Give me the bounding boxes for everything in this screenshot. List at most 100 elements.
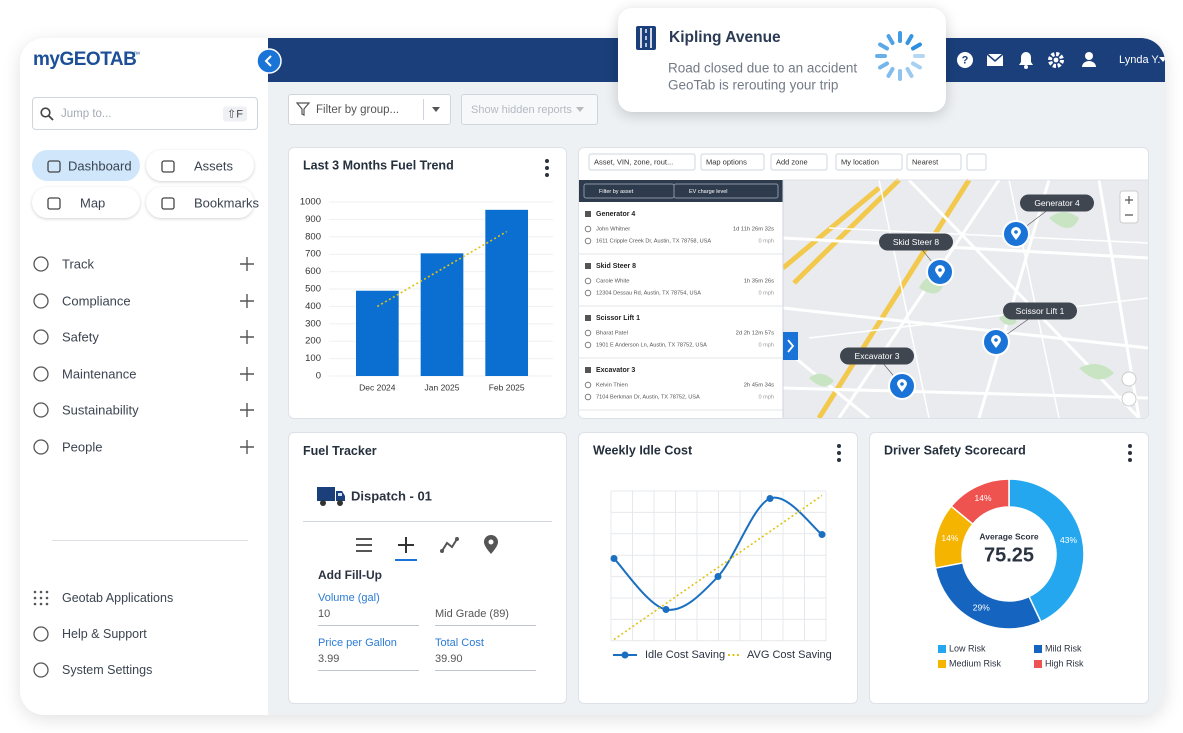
menu-dot[interactable] <box>1128 444 1132 448</box>
panel-title: Fuel Tracker <box>303 444 377 458</box>
footer-link[interactable]: Help & Support <box>62 627 147 641</box>
zoom-control[interactable] <box>1119 190 1139 224</box>
icon-dot <box>39 602 43 606</box>
collapse-button[interactable] <box>256 48 282 74</box>
toolbar-button[interactable] <box>588 153 696 171</box>
footer-link[interactable]: Geotab Applications <box>62 591 174 605</box>
toolbar-button[interactable] <box>906 153 962 171</box>
slice-label: 14% <box>941 533 958 543</box>
group-filter-text: Filter by group... <box>316 104 400 116</box>
expand-icon[interactable] <box>240 403 254 417</box>
legend-label: AVG Cost Saving <box>747 649 832 661</box>
asset-icon <box>585 367 591 373</box>
icon-dot <box>39 596 43 600</box>
menu-dot[interactable] <box>837 458 841 462</box>
menu-dot[interactable] <box>545 159 549 163</box>
icon-shape <box>33 662 49 678</box>
asset-icon <box>585 263 591 269</box>
y-tick-label: 300 <box>305 318 321 329</box>
layers-button[interactable] <box>1121 391 1137 407</box>
address-icon <box>584 237 592 245</box>
top-icons[interactable]: ? <box>953 48 1103 72</box>
app-frame: myGEOTAB ™ Jump to... ⇧F Dashboard Assets… <box>20 38 1165 715</box>
expand-icon[interactable] <box>240 330 254 344</box>
quick-link-icon <box>161 197 175 210</box>
icon-shape <box>33 438 49 455</box>
expand-icon[interactable] <box>240 257 254 271</box>
asset-name[interactable]: Skid Steer 8 <box>596 263 636 270</box>
toolbar-button[interactable] <box>835 153 903 171</box>
asset-name[interactable]: Scissor Lift 1 <box>596 315 640 322</box>
speed: 0 mph <box>758 342 774 348</box>
slice-label: 43% <box>1060 535 1077 545</box>
y-tick-label: 800 <box>305 231 321 242</box>
user-name[interactable]: Lynda Y. <box>1119 54 1161 66</box>
expand-tab[interactable] <box>783 332 798 360</box>
notification-title: Kipling Avenue <box>669 29 781 46</box>
idle-cost-panel: Weekly Idle Cost Idle Cost Saving AVG Cost… <box>578 432 858 704</box>
legend-label: Idle Cost Saving <box>645 649 725 661</box>
hidden-reports-text: Show hidden reports <box>471 104 572 116</box>
asset-name[interactable]: Generator 4 <box>596 211 635 218</box>
section-title: Add Fill-Up <box>318 568 382 582</box>
footer-link[interactable]: System Settings <box>62 663 153 677</box>
menu-item[interactable]: People <box>62 439 103 454</box>
notification[interactable]: Kipling Avenue Road closed due to an acc… <box>618 8 946 112</box>
tracker-tabs[interactable] <box>349 533 509 563</box>
trademark: ™ <box>133 51 140 59</box>
expand-icon[interactable] <box>240 293 254 308</box>
quick-link-label: Dashboard <box>68 158 132 174</box>
field-value[interactable]: 39.90 <box>435 653 463 665</box>
icon-shape <box>47 197 61 210</box>
menu-item[interactable]: Maintenance <box>62 366 137 381</box>
toolbar-label: Map options <box>706 157 747 166</box>
icon-dot <box>45 596 49 600</box>
menu-item[interactable]: Track <box>62 256 95 272</box>
toolbar-button[interactable] <box>770 153 828 171</box>
menu-dot[interactable] <box>1128 451 1132 455</box>
menu-item[interactable]: Compliance <box>62 293 131 308</box>
y-tick-label: 700 <box>305 249 321 260</box>
group-filter[interactable]: Filter by group... <box>288 94 451 125</box>
toolbar-button[interactable] <box>700 153 765 171</box>
field-label: Price per Gallon <box>318 637 397 649</box>
menu-dot[interactable] <box>545 173 549 177</box>
asset-name[interactable]: Excavator 3 <box>596 367 635 374</box>
menu-dot[interactable] <box>837 451 841 455</box>
menu-item[interactable]: Safety <box>62 329 99 345</box>
menu-dot[interactable] <box>1128 458 1132 462</box>
menu-item[interactable]: Sustainability <box>62 402 139 418</box>
quick-link[interactable]: Bookmarks <box>146 187 259 218</box>
quick-link-icon <box>161 160 175 173</box>
quick-link[interactable]: Assets <box>146 150 254 181</box>
quick-link[interactable]: Map <box>32 187 140 218</box>
address: 12304 Dessau Rd, Austin, TX 78754, USA <box>596 290 701 296</box>
spinner-dash <box>878 61 890 70</box>
field-value[interactable]: 10 <box>318 608 331 620</box>
toolbar-label: Add zone <box>776 157 808 166</box>
help-button[interactable] <box>1121 371 1137 387</box>
hidden-reports[interactable]: Show hidden reports <box>461 94 598 125</box>
zoom-glyph <box>1125 196 1133 216</box>
legend-label: Low Risk <box>949 643 986 653</box>
menu-dot[interactable] <box>837 444 841 448</box>
y-tick-label: 900 <box>305 214 321 225</box>
expand-icon[interactable] <box>240 439 254 454</box>
refresh-button[interactable] <box>966 153 987 171</box>
separator <box>52 540 248 541</box>
divider <box>423 99 424 120</box>
spinner-dash <box>878 42 890 51</box>
center-value: 75.25 <box>984 544 1034 566</box>
logo: myGEOTAB <box>33 49 137 70</box>
menu-dot[interactable] <box>545 166 549 170</box>
expand-chevron <box>787 339 795 353</box>
quick-link[interactable]: Dashboard <box>32 150 140 181</box>
menu-icon <box>33 256 49 272</box>
field-value[interactable]: Mid Grade (89) <box>435 608 509 620</box>
pin-dot <box>938 268 942 272</box>
field-value[interactable]: 3.99 <box>318 653 340 665</box>
list-filter[interactable] <box>673 183 779 199</box>
expand-icon[interactable] <box>240 366 254 381</box>
safety-panel: Driver Safety Scorecard 43% Low Risk 29% Mil… <box>869 432 1149 704</box>
search-box[interactable]: Jump to... ⇧F <box>32 97 258 130</box>
